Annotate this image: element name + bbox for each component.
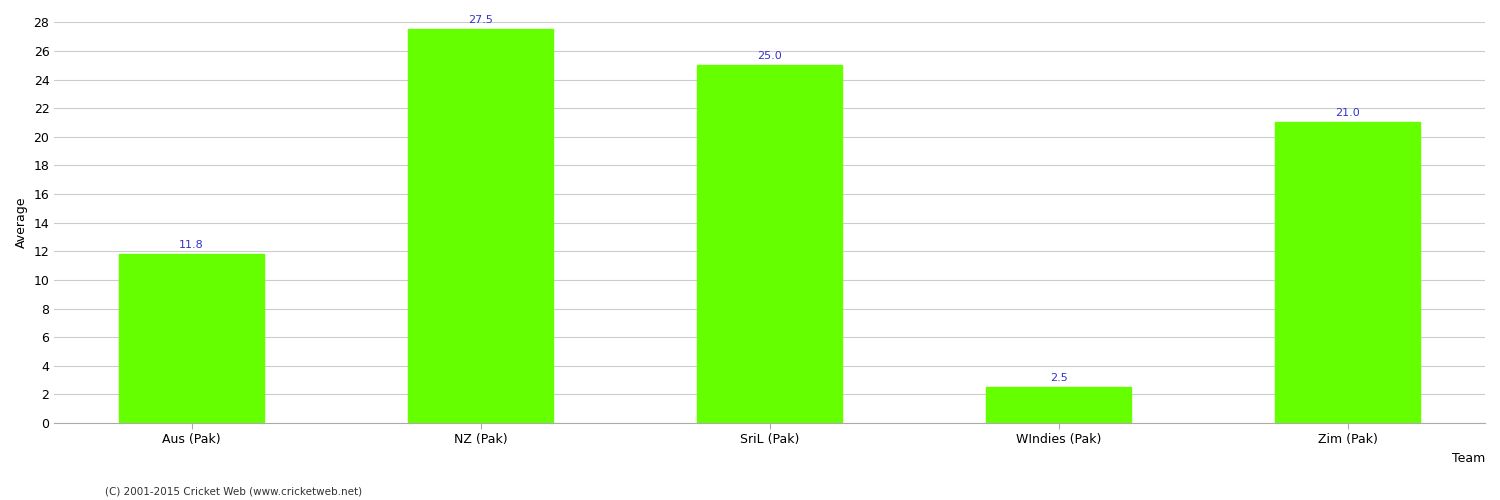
Text: 21.0: 21.0 — [1335, 108, 1360, 118]
Bar — [408, 30, 554, 423]
Bar — [120, 254, 264, 423]
Bar — [698, 65, 842, 423]
Text: (C) 2001-2015 Cricket Web (www.cricketweb.net): (C) 2001-2015 Cricket Web (www.cricketwe… — [105, 487, 362, 497]
Bar — [1275, 122, 1420, 423]
Bar — [987, 387, 1131, 423]
Text: 2.5: 2.5 — [1050, 373, 1068, 383]
Text: 11.8: 11.8 — [178, 240, 204, 250]
X-axis label: Team: Team — [1452, 452, 1485, 465]
Text: 27.5: 27.5 — [468, 15, 494, 25]
Text: 25.0: 25.0 — [758, 51, 782, 61]
Y-axis label: Average: Average — [15, 197, 28, 248]
